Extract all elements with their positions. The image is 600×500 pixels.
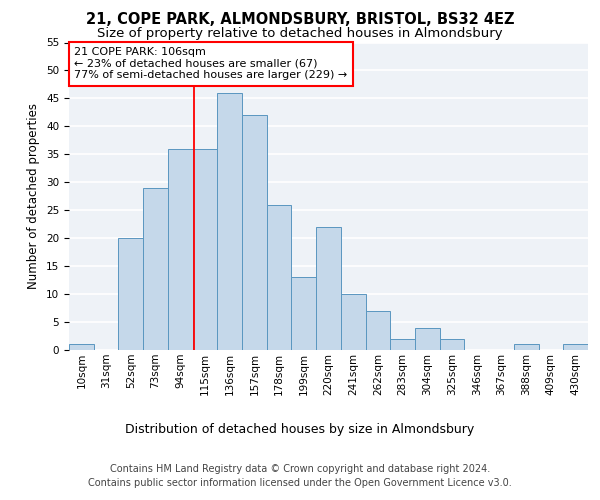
Bar	[563, 344, 588, 350]
Y-axis label: Number of detached properties: Number of detached properties	[28, 104, 40, 289]
Bar	[242, 115, 267, 350]
Bar	[168, 148, 193, 350]
Bar	[292, 278, 316, 350]
Bar	[415, 328, 440, 350]
Text: 21 COPE PARK: 106sqm
← 23% of detached houses are smaller (67)
77% of semi-detac: 21 COPE PARK: 106sqm ← 23% of detached h…	[74, 47, 347, 80]
Bar	[390, 339, 415, 350]
Bar	[143, 188, 168, 350]
Bar	[341, 294, 365, 350]
Bar	[365, 311, 390, 350]
Text: 21, COPE PARK, ALMONDSBURY, BRISTOL, BS32 4EZ: 21, COPE PARK, ALMONDSBURY, BRISTOL, BS3…	[86, 12, 514, 28]
Bar	[118, 238, 143, 350]
Text: Size of property relative to detached houses in Almondsbury: Size of property relative to detached ho…	[97, 28, 503, 40]
Bar	[514, 344, 539, 350]
Bar	[193, 148, 217, 350]
Bar	[267, 204, 292, 350]
Text: Distribution of detached houses by size in Almondsbury: Distribution of detached houses by size …	[125, 422, 475, 436]
Bar	[440, 339, 464, 350]
Text: Contains HM Land Registry data © Crown copyright and database right 2024.
Contai: Contains HM Land Registry data © Crown c…	[88, 464, 512, 487]
Bar	[316, 227, 341, 350]
Bar	[217, 93, 242, 350]
Bar	[69, 344, 94, 350]
